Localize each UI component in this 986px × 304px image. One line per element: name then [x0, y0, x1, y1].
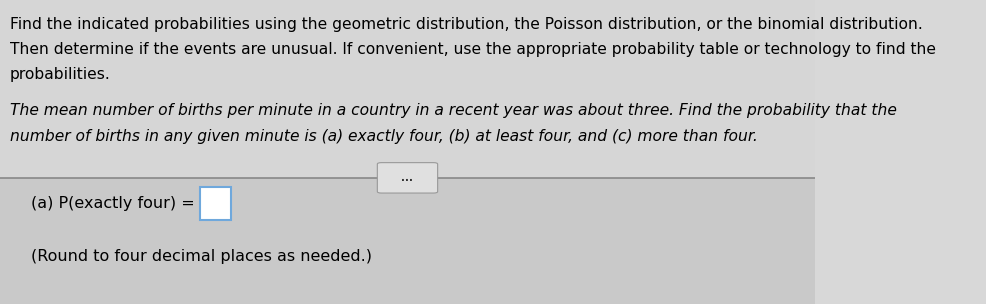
Text: (Round to four decimal places as needed.): (Round to four decimal places as needed.… [31, 249, 372, 264]
FancyBboxPatch shape [0, 0, 815, 178]
Text: Then determine if the events are unusual. If convenient, use the appropriate pro: Then determine if the events are unusual… [10, 42, 936, 57]
Text: number of births in any given minute is (a) exactly four, (b) at least four, and: number of births in any given minute is … [10, 129, 757, 144]
Text: Find the indicated probabilities using the geometric distribution, the Poisson d: Find the indicated probabilities using t… [10, 17, 923, 32]
FancyBboxPatch shape [200, 187, 232, 220]
FancyBboxPatch shape [378, 163, 438, 193]
FancyBboxPatch shape [0, 178, 815, 304]
Text: The mean number of births per minute in a country in a recent year was about thr: The mean number of births per minute in … [10, 103, 896, 118]
Text: (a) P(exactly four) =: (a) P(exactly four) = [31, 196, 194, 211]
Text: probabilities.: probabilities. [10, 67, 110, 82]
Text: ...: ... [401, 173, 413, 183]
